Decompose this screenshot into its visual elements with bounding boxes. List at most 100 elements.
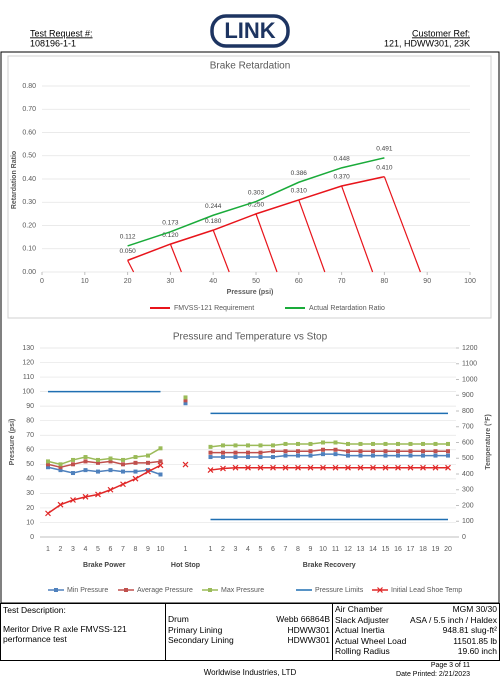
chart-title: Pressure and Temperature vs Stop — [173, 332, 328, 343]
marker — [307, 464, 314, 471]
marker — [208, 455, 213, 460]
x-tick-label: 2 — [221, 546, 225, 553]
y2-tick-label: 300 — [462, 487, 474, 494]
y2-tick-label: 800 — [462, 408, 474, 415]
marker — [271, 455, 275, 460]
x-tick-label: 18 — [419, 546, 427, 553]
marker — [396, 449, 400, 454]
x-tick-label: 9 — [146, 546, 150, 553]
marker — [308, 453, 313, 458]
marker — [257, 464, 264, 471]
marker — [395, 464, 401, 471]
x-tick-label: 15 — [382, 546, 390, 553]
x-tick-label: 1 — [184, 546, 188, 553]
marker — [295, 464, 301, 471]
info-key: Primary Lining — [168, 624, 223, 635]
marker — [221, 443, 225, 448]
marker — [120, 481, 126, 488]
marker — [108, 468, 113, 473]
y2-tick-label: 1100 — [462, 361, 477, 368]
marker — [220, 465, 226, 472]
marker — [182, 461, 189, 468]
data-label: 0.386 — [291, 170, 308, 177]
marker — [333, 447, 338, 452]
data-label: 0.448 — [333, 156, 350, 163]
marker — [321, 447, 325, 452]
x-tick-label: 100 — [464, 278, 476, 285]
y-tick-label: 30 — [26, 490, 34, 497]
info-value: MGM 30/30 — [452, 604, 497, 614]
drop-line — [212, 229, 230, 273]
y-tick-label: 0.40 — [22, 176, 36, 183]
marker — [158, 459, 163, 464]
x-tick-label: 20 — [444, 546, 452, 553]
marker — [82, 493, 89, 500]
x-tick-label: 7 — [121, 546, 125, 553]
data-label: 0.112 — [120, 234, 136, 241]
x-tick-label: 40 — [209, 278, 217, 285]
x-tick-label: 19 — [432, 546, 440, 553]
marker — [408, 449, 413, 454]
marker — [232, 464, 239, 471]
info-key: Actual Wheel Load — [335, 635, 407, 646]
x-tick-label: 0 — [40, 278, 44, 285]
marker — [271, 449, 275, 454]
y2-tick-label: 1200 — [462, 345, 478, 352]
marker — [233, 443, 238, 448]
x-tick-label: 3 — [234, 546, 238, 553]
marker — [208, 444, 213, 449]
x-tick-label: 16 — [394, 546, 402, 553]
marker — [57, 501, 64, 508]
y-tick-label: 90 — [26, 403, 34, 410]
marker — [258, 455, 263, 460]
legend-label: FMVSS-121 Requirement — [174, 305, 254, 312]
marker — [357, 464, 364, 471]
data-label: 0.491 — [376, 146, 393, 153]
info-row: Secondary Lining HDWW301 — [166, 635, 332, 646]
y2-axis-title: Temperature (°F) — [484, 414, 492, 470]
lining-list: Drum Webb 66864B Primary Lining HDWW301 Seco… — [166, 604, 332, 646]
x-tick-label: 80 — [381, 278, 389, 285]
marker — [233, 450, 238, 455]
test-request: 108196-1-1 — [30, 38, 76, 48]
marker — [71, 471, 75, 476]
drop-line — [383, 176, 421, 273]
marker — [383, 441, 388, 446]
x-tick-label: 10 — [81, 278, 89, 285]
marker — [346, 453, 350, 458]
x-tick-label: 6 — [271, 546, 275, 553]
marker — [321, 452, 325, 457]
x-tick-label: 1 — [46, 546, 50, 553]
info-key: Secondary Lining — [168, 635, 234, 645]
marker — [383, 453, 388, 458]
marker — [83, 468, 88, 473]
info-value: HDWW301 — [287, 624, 330, 635]
info-key: Drum — [168, 614, 189, 624]
marker — [45, 510, 51, 517]
y-tick-label: 0.10 — [22, 246, 36, 253]
x-tick-label: 7 — [284, 546, 288, 553]
marker — [221, 455, 225, 460]
marker — [377, 587, 383, 593]
marker — [233, 455, 238, 460]
marker — [358, 449, 363, 454]
x-tick-label: 20 — [124, 278, 132, 285]
x-tick-label: 10 — [319, 546, 327, 553]
data-label: 0.050 — [119, 248, 136, 255]
marker — [370, 464, 376, 471]
x-tick-label: 17 — [407, 546, 415, 553]
marker — [345, 464, 351, 471]
marker — [433, 449, 438, 454]
x-tick-label: 10 — [157, 546, 165, 553]
data-label: 0.120 — [162, 232, 179, 239]
marker — [433, 453, 438, 458]
y2-tick-label: 500 — [462, 455, 474, 462]
marker — [346, 449, 350, 454]
marker — [421, 453, 425, 458]
marker — [333, 440, 338, 445]
legend-label: Min Pressure — [67, 587, 108, 594]
marker — [446, 449, 450, 454]
marker — [258, 450, 263, 455]
y2-tick-label: 400 — [462, 471, 474, 478]
marker — [332, 464, 339, 471]
